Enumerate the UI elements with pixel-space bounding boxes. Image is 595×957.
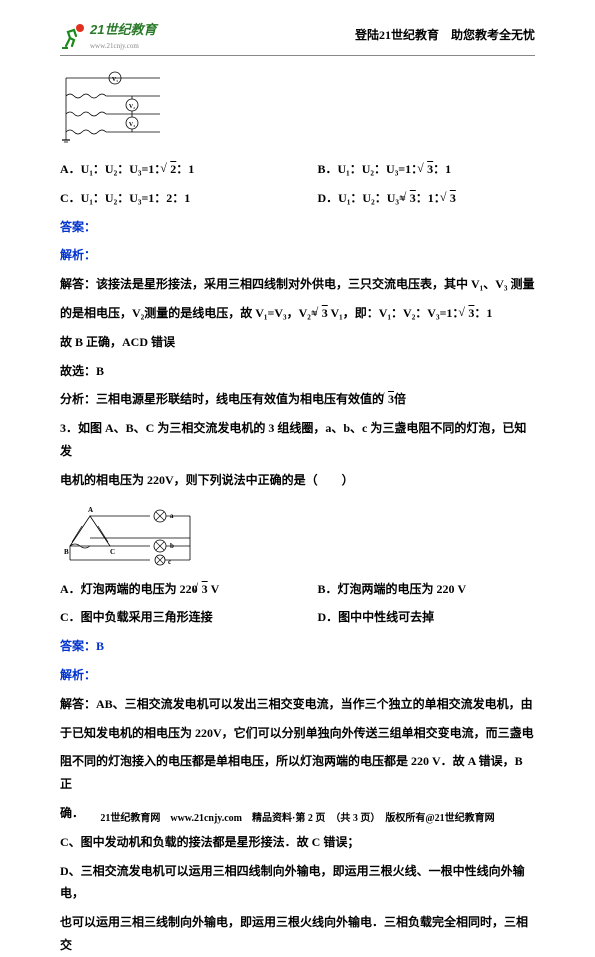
q2-explain-2: 的是相电压，V₂测量的是线电压，故 V₁=V₃，V₂= 3 V₁，即：V₁：V₂：… [60, 302, 535, 325]
svg-text:c: c [168, 558, 171, 566]
q2-choice-b: B．U₁：U₂：U₃=1：3：1 [318, 158, 536, 181]
svg-text:V₁: V₁ [112, 77, 118, 83]
q2-choice-d: D．U₁：U₂：U₃=3：1：3 [318, 187, 536, 210]
q3-stem-2: 电机的相电压为 220V，则下列说法中正确的是（ ） [60, 469, 535, 492]
circuit-diagram-2: A B C a b c [60, 498, 210, 568]
runner-icon [60, 22, 86, 50]
q3-choices-row2: C．图中负载采用三角形连接 D．图中中性线可去掉 [60, 606, 535, 629]
q3-explain-7: 也可以运用三相三线制向外输电，即运用三根火线向外输电．三相负载完全相同时，三相交 [60, 911, 535, 957]
text: ：1 [474, 306, 492, 320]
sqrt-val: 3 [468, 306, 474, 320]
sqrt-icon: 3 [423, 158, 433, 181]
q3-explain-2: 于已知发电机的相电压为 220V，它们可以分别单独向外传送三组单相交变电流，而三… [60, 722, 535, 745]
sqrt-val: 2 [170, 162, 176, 176]
sqrt-icon: 3 [406, 187, 416, 210]
text: ：1 [433, 162, 451, 176]
answer-label: 答案： [60, 216, 535, 239]
sqrt-val: 3 [388, 392, 394, 406]
text: 的是相电压，V₂测量的是线电压，故 V₁=V₃，V₂= [60, 306, 318, 320]
q2-explain-4: 故选：B [60, 360, 535, 383]
analysis-label-2: 解析： [60, 664, 535, 687]
q3-explain-3: 阻不同的灯泡接入的电压都是单相电压，所以灯泡两端的电压都是 220 V．故 A … [60, 750, 535, 796]
sqrt-icon: 3 [464, 302, 474, 325]
q3-choice-c: C．图中负载采用三角形连接 [60, 606, 278, 629]
q3-explain-1: 解答：AB、三相交流发电机可以发出三相交变电流，当作三个独立的单相交流发电机，由 [60, 693, 535, 716]
q3-choice-b: B．灯泡两端的电压为 220 V [318, 578, 536, 601]
q2-explain-3: 故 B 正确，ACD 错误 [60, 331, 535, 354]
sqrt-icon: 3 [384, 388, 394, 411]
q2-analysis: 分析：三相电源星形联结时，线电压有效值为相电压有效值的 3倍 [60, 388, 535, 411]
svg-text:V₂: V₂ [129, 104, 135, 110]
page-header: 21世纪教育 www.21cnjy.com 登陆21世纪教育 助您教考全无忧 [60, 20, 535, 56]
q3-explain-5: C、图中发动机和负载的接法都是星形接法．故 C 错误； [60, 831, 535, 854]
text: V [208, 582, 220, 596]
sqrt-val: 3 [322, 306, 328, 320]
q3-answer: 答案：B [60, 635, 535, 658]
q3-explain-6: D、三相交流发电机可以运用三相四线制向外输电，即运用三根火线、一根中性线向外输电… [60, 860, 535, 906]
text: V₁，即：V₁：V₂：V₃=1： [328, 306, 465, 320]
page-footer: 21世纪教育网 www.21cnjy.com 精品资料·第 2 页 （共 3 页… [0, 809, 595, 828]
q2-choice-a: A．U₁：U₂：U₃=1： 2：1 [60, 158, 278, 181]
logo-title: 21世纪教育 [90, 18, 156, 43]
sqrt-icon: 3 [198, 578, 208, 601]
svg-text:B: B [64, 548, 69, 556]
logo-subtitle: www.21cnjy.com [90, 40, 156, 53]
text: 分析：三相电源星形联结时，线电压有效值为相电压有效值的 [60, 392, 384, 406]
logo-text-stack: 21世纪教育 www.21cnjy.com [90, 18, 156, 54]
q2-choices-row1: A．U₁：U₂：U₃=1：2：1 B．U₁：U₂：U₃=1：3：1 [60, 158, 535, 181]
logo: 21世纪教育 www.21cnjy.com [60, 18, 156, 54]
text: ：1 [176, 162, 194, 176]
q2-explain-1: 解答：该接法是星形接法，采用三相四线制对外供电，三只交流电压表，其中 V₁、V₃… [60, 273, 535, 296]
q3-choice-d: D．图中中性线可去掉 [318, 606, 536, 629]
sqrt-icon: 3 [318, 302, 328, 325]
text: D．U₁：U₂：U₃= [318, 191, 406, 205]
text: B．U₁：U₂：U₃=1： [318, 162, 424, 176]
q3-stem-1: 3．如图 A、B、C 为三相交流发电机的 3 组线圈，a、b、c 为三盏电阻不同… [60, 417, 535, 463]
sqrt-val: 3 [202, 582, 208, 596]
svg-text:V₃: V₃ [129, 122, 135, 128]
q2-choices-row2: C．U₁：U₂：U₃=1：2：1 D．U₁：U₂：U₃=3：1：3 [60, 187, 535, 210]
header-slogan: 登陆21世纪教育 助您教考全无忧 [355, 24, 535, 47]
svg-text:C: C [110, 548, 115, 556]
sqrt-icon: 3 [446, 187, 456, 210]
sqrt-icon: 2 [166, 158, 176, 181]
svg-text:A: A [88, 506, 93, 514]
sqrt-val: 3 [450, 191, 456, 205]
text: A．U₁：U₂：U₃=1： [60, 162, 166, 176]
q3-choices-row1: A．灯泡两端的电压为 220 3 V B．灯泡两端的电压为 220 V [60, 578, 535, 601]
analysis-label: 解析： [60, 244, 535, 267]
text: A．灯泡两端的电压为 220 [60, 582, 198, 596]
sqrt-val: 3 [427, 162, 433, 176]
sqrt-val: 3 [410, 191, 416, 205]
circuit-diagram-1: V₁ V₂ V₃ [60, 68, 180, 148]
q2-choice-c: C．U₁：U₂：U₃=1：2：1 [60, 187, 278, 210]
text: 倍 [394, 392, 406, 406]
q3-choice-a: A．灯泡两端的电压为 220 3 V [60, 578, 278, 601]
